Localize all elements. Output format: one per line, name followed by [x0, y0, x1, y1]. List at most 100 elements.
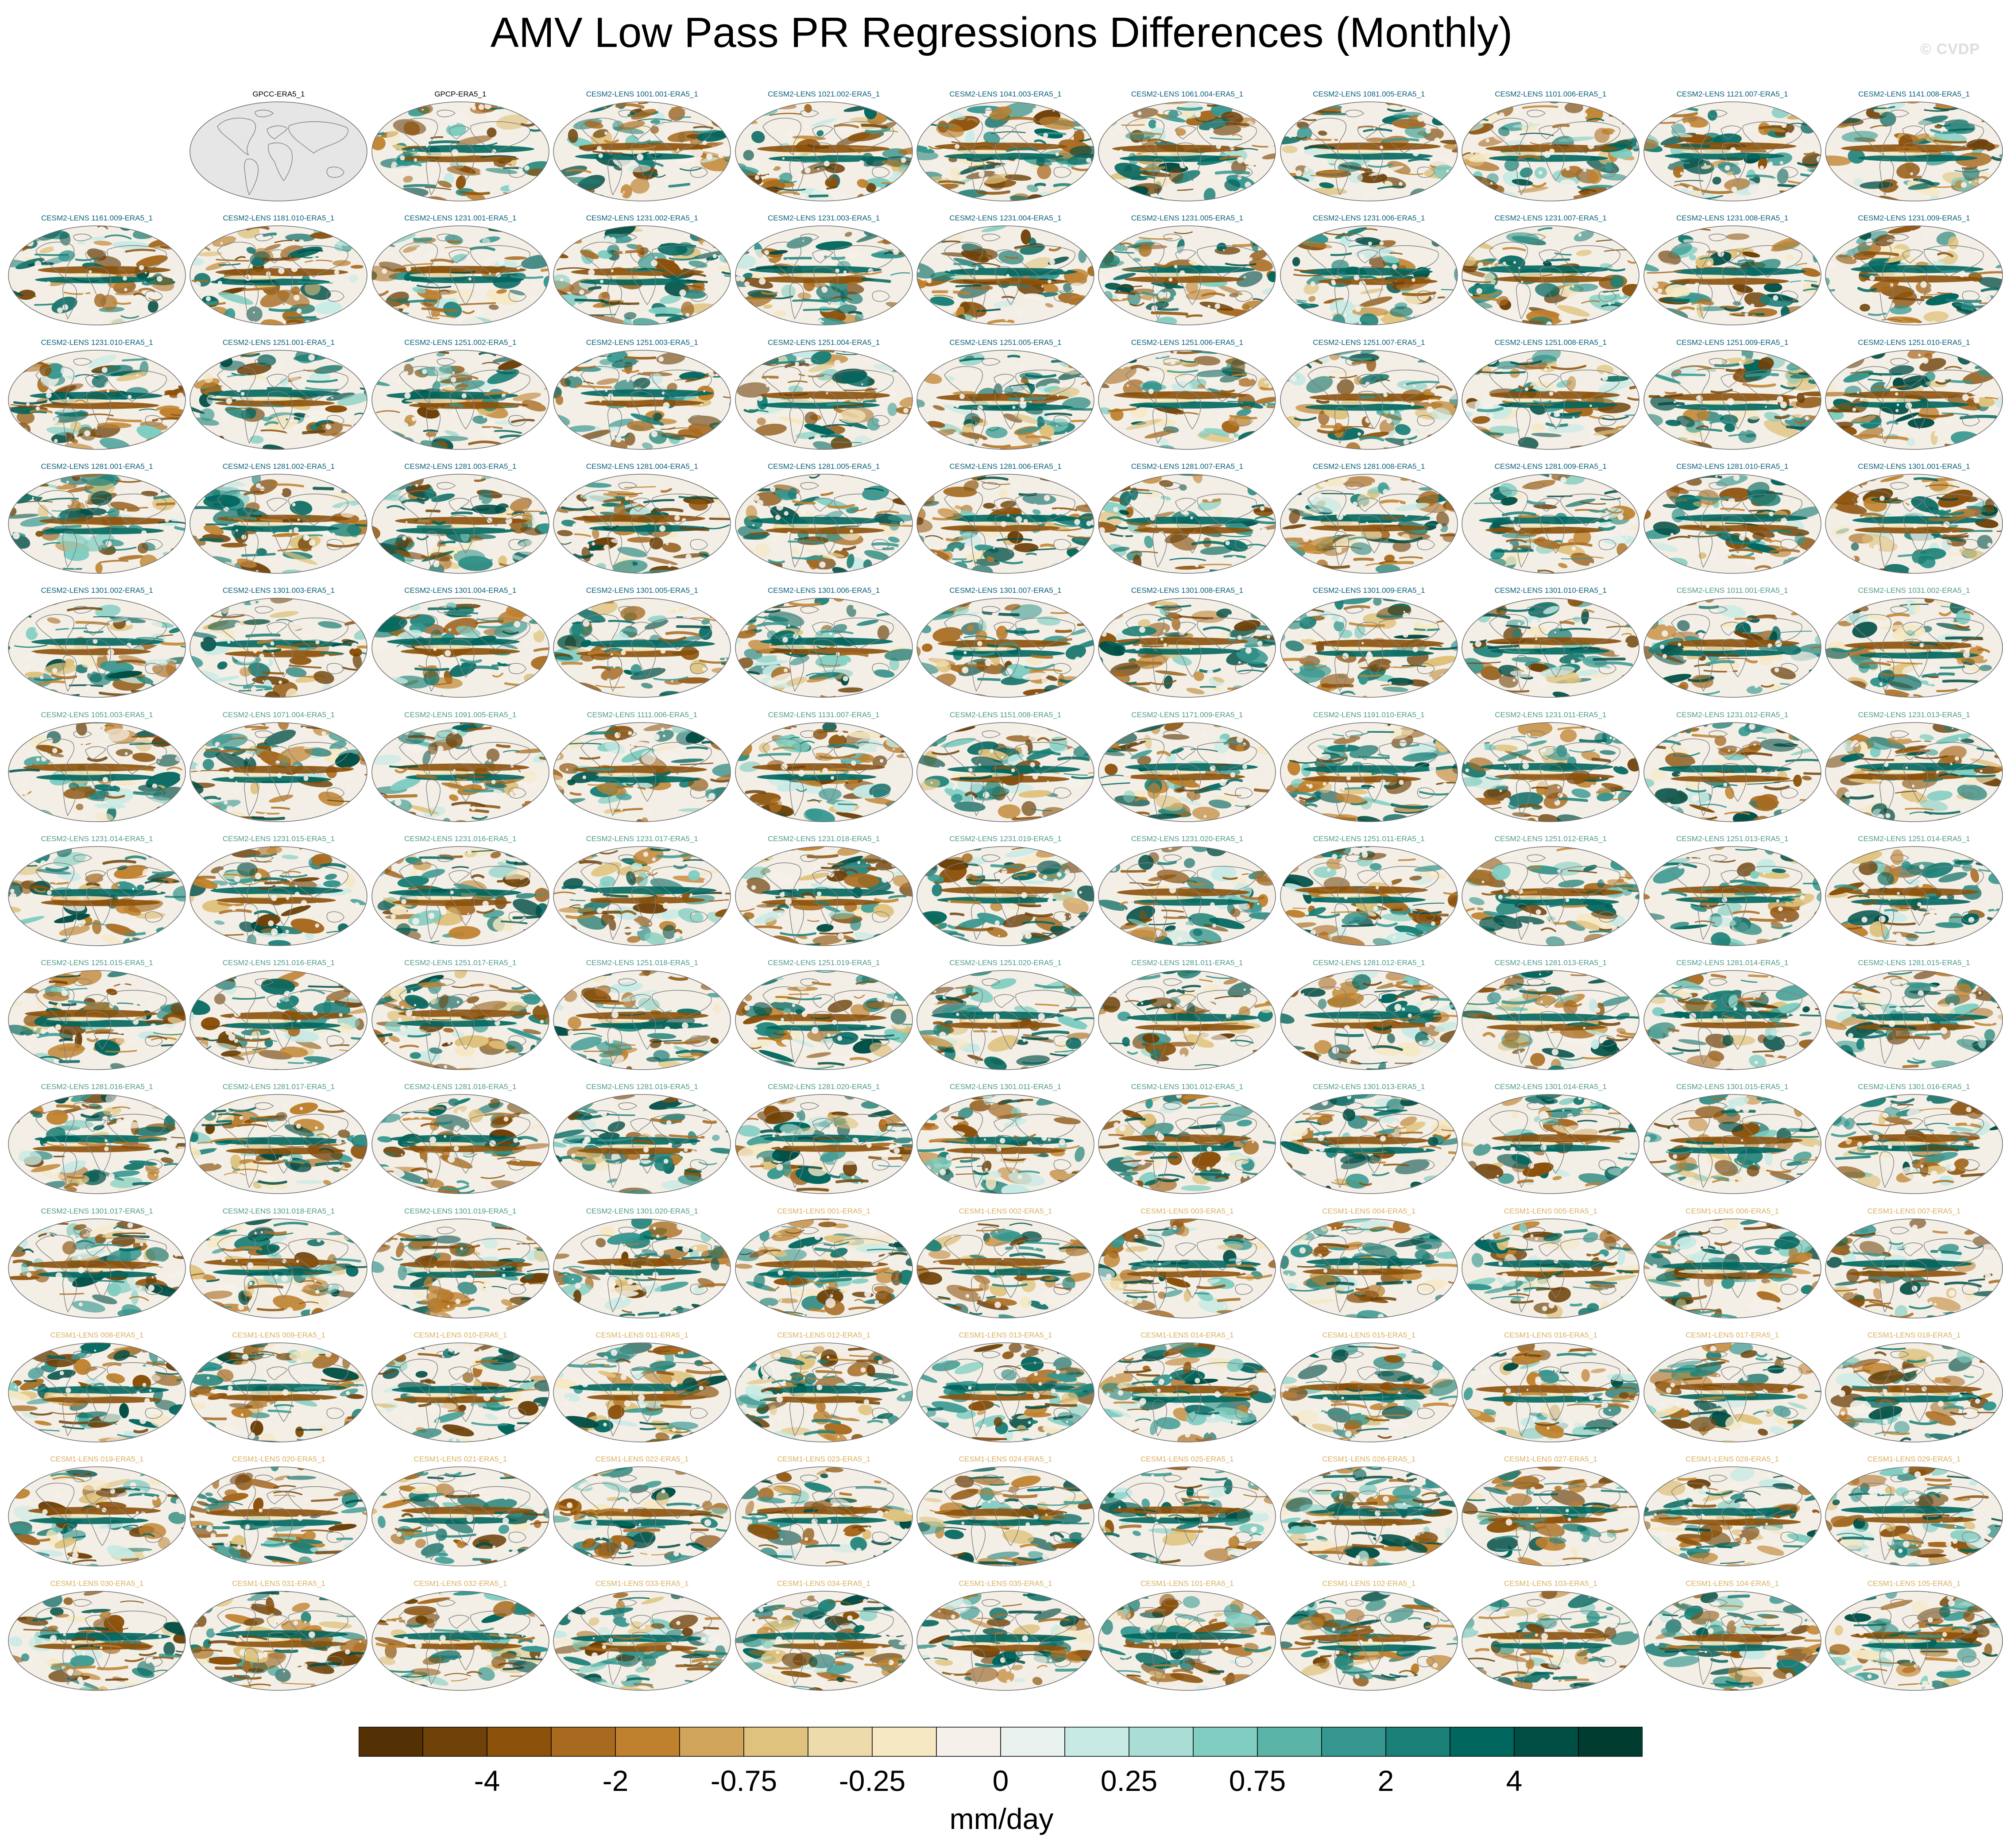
map-panel: CESM2-LENS 1301.013-ERA5_1	[1278, 1081, 1460, 1201]
map-panel-title: CESM1-LENS 005-ERA5_1	[1460, 1206, 1641, 1217]
map-panel-title: CESM2-LENS 1251.017-ERA5_1	[370, 957, 551, 969]
map-panel: CESM2-LENS 1251.014-ERA5_1	[1823, 833, 2003, 953]
map-panel-globe	[1825, 1342, 2003, 1442]
map-panel-title: CESM1-LENS 004-ERA5_1	[1278, 1206, 1460, 1217]
map-panel-globe	[916, 1590, 1094, 1691]
map-panel-globe	[1643, 598, 1821, 698]
map-panel-globe	[1643, 846, 1821, 946]
map-panel-globe	[8, 1342, 186, 1442]
map-panel-title: CESM2-LENS 1301.011-ERA5_1	[915, 1081, 1096, 1093]
map-panel: CESM1-LENS 033-ERA5_1	[551, 1578, 733, 1697]
map-panel: CESM1-LENS 005-ERA5_1	[1460, 1206, 1641, 1325]
map-panel-title: CESM2-LENS 1011.001-ERA5_1	[1642, 585, 1823, 596]
map-panel: CESM1-LENS 003-ERA5_1	[1096, 1206, 1278, 1325]
colorbar-swatch	[1193, 1727, 1258, 1757]
map-panel-globe	[916, 349, 1094, 450]
map-panel-title: CESM1-LENS 013-ERA5_1	[915, 1330, 1096, 1341]
map-panel-globe	[1462, 101, 1640, 201]
map-panel: CESM2-LENS 1301.012-ERA5_1	[1096, 1081, 1278, 1201]
map-panel-title: CESM2-LENS 1021.002-ERA5_1	[733, 89, 915, 100]
map-panel: CESM1-LENS 016-ERA5_1	[1460, 1330, 1641, 1449]
map-panel: CESM2-LENS 1231.007-ERA5_1	[1460, 213, 1641, 332]
map-panel-title: CESM2-LENS 1251.010-ERA5_1	[1823, 337, 2003, 348]
map-panel-title: CESM2-LENS 1171.009-ERA5_1	[1096, 709, 1278, 721]
map-panel-title: CESM1-LENS 032-ERA5_1	[370, 1578, 551, 1589]
map-panel-globe	[1825, 1466, 2003, 1567]
map-panel: CESM2-LENS 1301.005-ERA5_1	[551, 585, 733, 704]
map-panel-title: CESM2-LENS 1231.017-ERA5_1	[551, 833, 733, 845]
map-panel-title: CESM2-LENS 1251.014-ERA5_1	[1823, 833, 2003, 845]
map-panel-globe	[1462, 225, 1640, 326]
map-panel-title: CESM2-LENS 1281.004-ERA5_1	[551, 461, 733, 472]
map-panel-globe	[916, 970, 1094, 1070]
map-panel: CESM2-LENS 1041.003-ERA5_1	[915, 89, 1096, 208]
map-panel: CESM2-LENS 1231.011-ERA5_1	[1460, 709, 1641, 829]
colorbar-swatch	[1257, 1727, 1322, 1757]
map-panel: CESM2-LENS 1281.013-ERA5_1	[1460, 957, 1641, 1077]
map-panel-globe	[371, 474, 549, 574]
map-panel-globe	[8, 598, 186, 698]
map-panel-globe	[553, 722, 731, 822]
map-panel-globe	[1825, 598, 2003, 698]
map-panel: CESM2-LENS 1251.019-ERA5_1	[733, 957, 915, 1077]
map-panel-title: CESM2-LENS 1251.013-ERA5_1	[1642, 833, 1823, 845]
map-panel-title: CESM2-LENS 1141.008-ERA5_1	[1823, 89, 2003, 100]
map-panel-globe	[1098, 101, 1276, 201]
map-panel: CESM2-LENS 1231.004-ERA5_1	[915, 213, 1096, 332]
map-panel: CESM1-LENS 015-ERA5_1	[1278, 1330, 1460, 1449]
map-panel: CESM2-LENS 1231.009-ERA5_1	[1823, 213, 2003, 332]
map-panel: CESM2-LENS 1281.020-ERA5_1	[733, 1081, 915, 1201]
map-panel-globe	[1825, 101, 2003, 201]
map-panel-globe	[8, 1094, 186, 1195]
map-panel: CESM2-LENS 1281.014-ERA5_1	[1642, 957, 1823, 1077]
map-panel-globe	[189, 1590, 368, 1691]
map-panel: CESM2-LENS 1281.019-ERA5_1	[551, 1081, 733, 1201]
map-panel-title: CESM1-LENS 105-ERA5_1	[1823, 1578, 2003, 1589]
map-panel-globe	[1643, 1342, 1821, 1442]
map-panel: CESM1-LENS 007-ERA5_1	[1823, 1206, 2003, 1325]
map-panel-title: CESM2-LENS 1231.007-ERA5_1	[1460, 213, 1641, 224]
map-panel-title: CESM2-LENS 1281.005-ERA5_1	[733, 461, 915, 472]
map-panel: CESM2-LENS 1301.015-ERA5_1	[1642, 1081, 1823, 1201]
map-panel-globe	[553, 225, 731, 326]
map-panel-globe	[1643, 1218, 1821, 1318]
map-panel: CESM2-LENS 1301.009-ERA5_1	[1278, 585, 1460, 704]
map-panel-title: CESM1-LENS 035-ERA5_1	[915, 1578, 1096, 1589]
map-panel: CESM1-LENS 026-ERA5_1	[1278, 1454, 1460, 1573]
map-panel-globe	[735, 1094, 913, 1195]
map-panel-globe	[916, 1094, 1094, 1195]
map-panel: CESM2-LENS 1131.007-ERA5_1	[733, 709, 915, 829]
map-panel-globe	[735, 1342, 913, 1442]
map-panel: CESM2-LENS 1251.011-ERA5_1	[1278, 833, 1460, 953]
map-panel-globe	[553, 1466, 731, 1567]
map-panel-globe	[1098, 598, 1276, 698]
map-panel-title: CESM1-LENS 102-ERA5_1	[1278, 1578, 1460, 1589]
map-panel: CESM1-LENS 018-ERA5_1	[1823, 1330, 2003, 1449]
map-panel-globe	[371, 1342, 549, 1442]
figure-title: AMV Low Pass PR Regressions Differences …	[0, 6, 2003, 59]
map-panel: CESM2-LENS 1231.016-ERA5_1	[370, 833, 551, 953]
map-panel: CESM1-LENS 027-ERA5_1	[1460, 1454, 1641, 1573]
map-panel: CESM2-LENS 1301.016-ERA5_1	[1823, 1081, 2003, 1201]
panel-grid: GPCC-ERA5_1 GPCP-ERA5_1 CESM2-LENS 1001.00…	[6, 89, 2003, 1697]
map-panel-globe	[1462, 970, 1640, 1070]
map-panel-globe	[553, 101, 731, 201]
map-panel: CESM2-LENS 1231.014-ERA5_1	[6, 833, 188, 953]
map-panel-title: CESM2-LENS 1161.009-ERA5_1	[6, 213, 188, 224]
map-panel-title: CESM2-LENS 1301.019-ERA5_1	[370, 1206, 551, 1217]
map-panel: CESM2-LENS 1251.008-ERA5_1	[1460, 337, 1641, 456]
map-panel-title: CESM2-LENS 1251.003-ERA5_1	[551, 337, 733, 348]
map-panel: CESM2-LENS 1051.003-ERA5_1	[6, 709, 188, 829]
map-panel-globe	[1098, 846, 1276, 946]
map-panel-title: CESM2-LENS 1251.001-ERA5_1	[188, 337, 369, 348]
map-panel-title: CESM2-LENS 1251.015-ERA5_1	[6, 957, 188, 969]
map-panel-title: CESM2-LENS 1281.019-ERA5_1	[551, 1081, 733, 1093]
map-panel: CESM2-LENS 1251.006-ERA5_1	[1096, 337, 1278, 456]
colorbar-swatch	[679, 1727, 744, 1757]
map-panel-globe	[1098, 474, 1276, 574]
map-panel-globe	[189, 970, 368, 1070]
colorbar-swatch	[808, 1727, 873, 1757]
map-panel: CESM2-LENS 1281.001-ERA5_1	[6, 461, 188, 580]
map-panel: CESM2-LENS 1251.015-ERA5_1	[6, 957, 188, 1077]
map-panel-title: CESM1-LENS 033-ERA5_1	[551, 1578, 733, 1589]
